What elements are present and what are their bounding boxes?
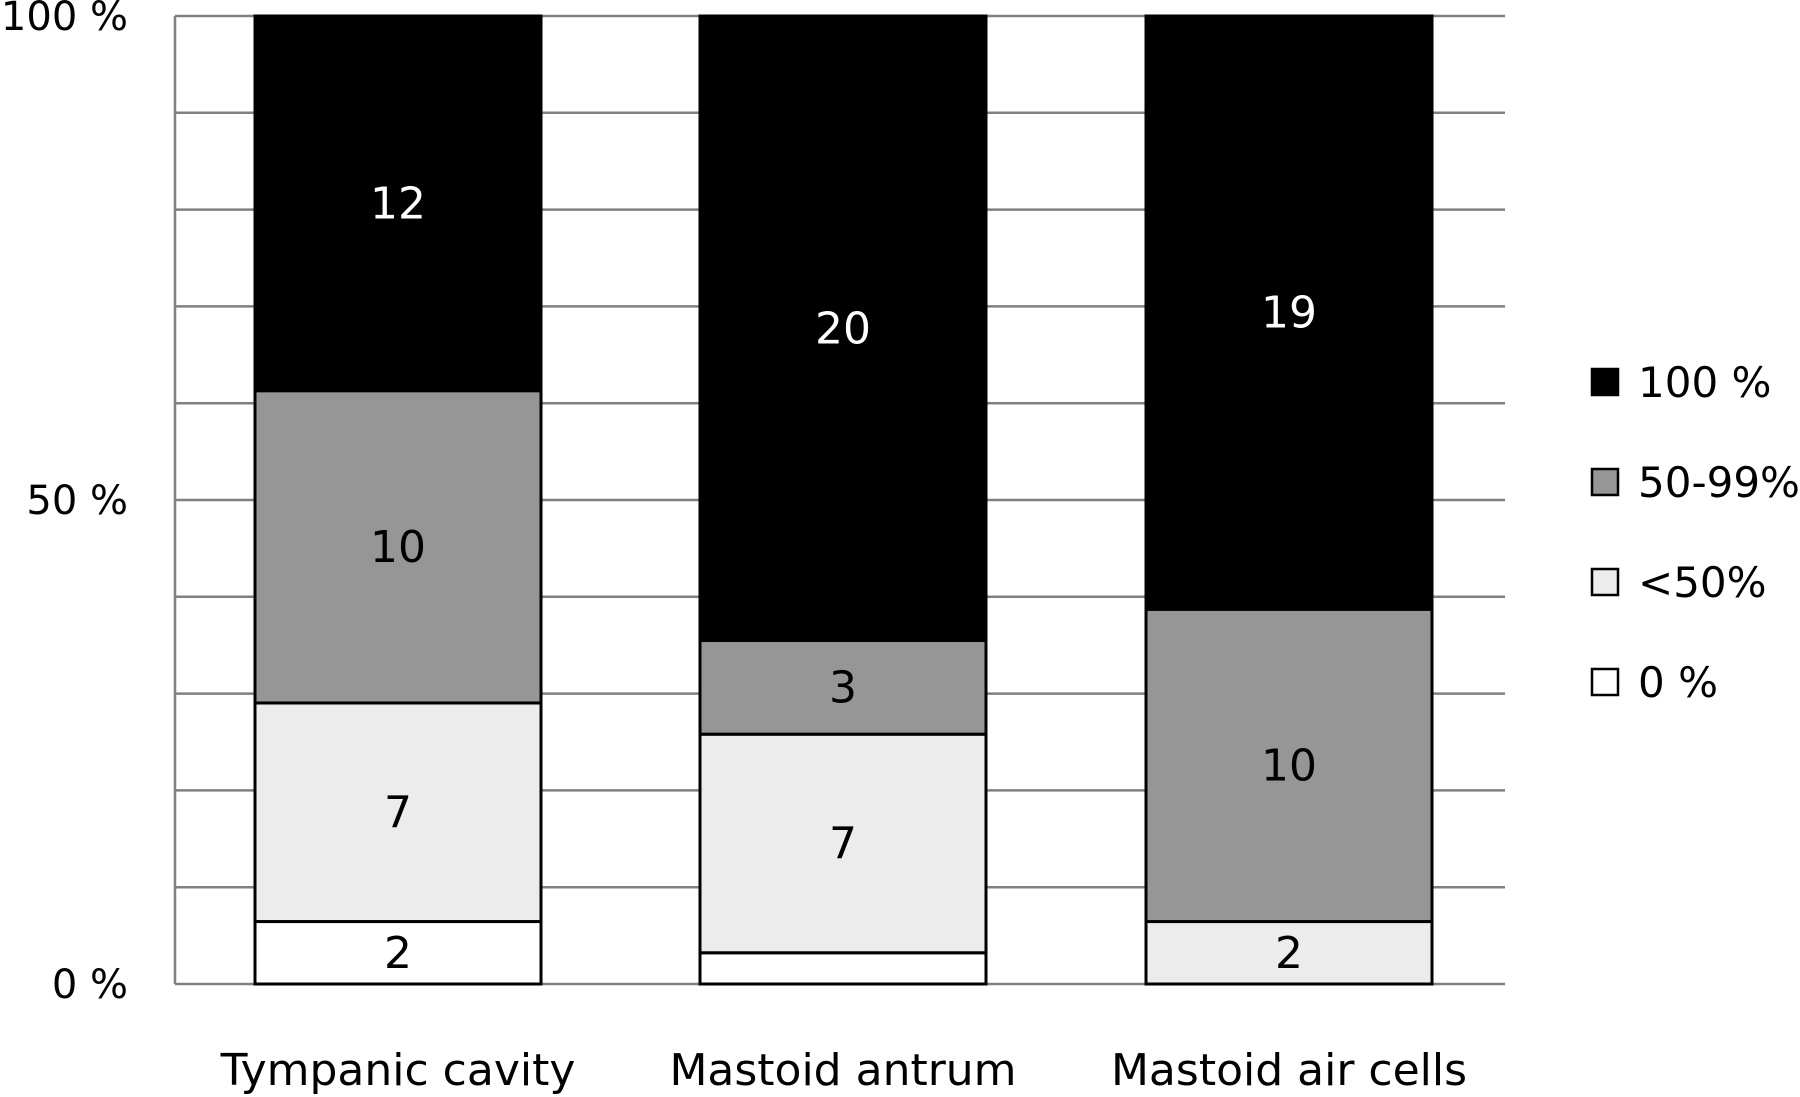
legend: 100 % 50-99% <50% 0 %: [1590, 358, 1800, 707]
legend-swatch: [1590, 667, 1620, 697]
bar-segment: [253, 14, 543, 393]
bar-labels: 2 7 10 12 7 3 20 2 10 19: [370, 178, 1317, 978]
bar-segment: [253, 389, 543, 705]
category-label: Mastoid antrum: [669, 1045, 1016, 1096]
legend-label: 50-99%: [1638, 458, 1800, 507]
bar-data-label: 2: [1275, 928, 1303, 979]
bar-data-label: 7: [829, 818, 857, 869]
bar-data-label: 10: [370, 522, 426, 573]
y-tick-label: 100 %: [1, 0, 128, 40]
bar-segment: [698, 14, 988, 643]
bar-data-label: 19: [1261, 288, 1317, 339]
bar-data-label: 12: [370, 178, 426, 229]
bars: [253, 14, 1434, 986]
bar-segment: [698, 951, 988, 986]
category-label: Mastoid air cells: [1111, 1045, 1467, 1096]
y-tick-labels: 0 % 50 % 100 %: [1, 0, 128, 1008]
legend-swatch: [1590, 467, 1620, 497]
bar-segment: [253, 920, 543, 986]
legend-swatch: [1590, 567, 1620, 597]
bar-data-label: 20: [815, 303, 871, 354]
category-labels: Tympanic cavity Mastoid antrum Mastoid air…: [220, 1045, 1467, 1096]
legend-label: 100 %: [1638, 358, 1771, 407]
legend-label: <50%: [1638, 558, 1767, 607]
bar-data-label: 7: [384, 787, 412, 838]
legend-swatch: [1590, 367, 1620, 397]
bar-data-label: 3: [829, 662, 857, 713]
bar-data-label: 2: [384, 928, 412, 979]
y-tick-label: 50 %: [26, 478, 128, 524]
bar-segment: [253, 701, 543, 924]
bar-segment: [1144, 607, 1434, 924]
bar-segment: [698, 732, 988, 955]
bar-data-label: 10: [1261, 740, 1317, 791]
bar-segment: [1144, 14, 1434, 611]
category-label: Tympanic cavity: [220, 1045, 576, 1096]
y-tick-label: 0 %: [52, 962, 128, 1008]
legend-label: 0 %: [1638, 658, 1718, 707]
